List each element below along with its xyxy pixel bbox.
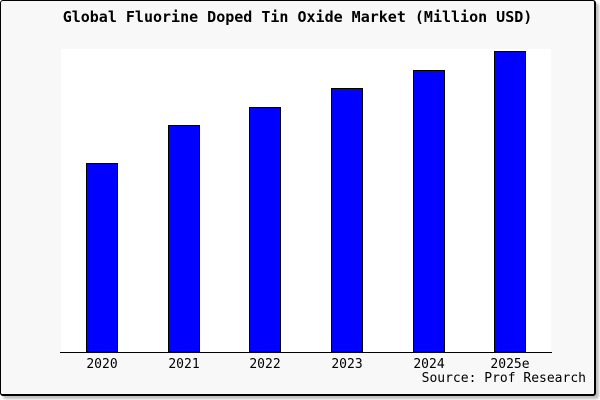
x-tick-label-2025e: 2025e <box>490 357 530 372</box>
x-tick-label-2023: 2023 <box>331 357 363 372</box>
bar-2022 <box>249 107 281 352</box>
x-tick-label-2020: 2020 <box>86 357 118 372</box>
bar-2025e <box>494 51 526 352</box>
x-axis-line <box>60 352 552 353</box>
x-tick-label-2022: 2022 <box>249 357 281 372</box>
plot-area <box>61 49 551 352</box>
bar-2023 <box>331 88 363 352</box>
x-tick-label-2024: 2024 <box>413 357 445 372</box>
source-note: Source: Prof Research <box>421 371 586 386</box>
bar-2024 <box>413 70 445 352</box>
bar-2020 <box>86 163 118 352</box>
chart-title: Global Fluorine Doped Tin Oxide Market (… <box>62 8 533 26</box>
bar-2021 <box>168 125 200 352</box>
x-tick-label-2021: 2021 <box>168 357 200 372</box>
